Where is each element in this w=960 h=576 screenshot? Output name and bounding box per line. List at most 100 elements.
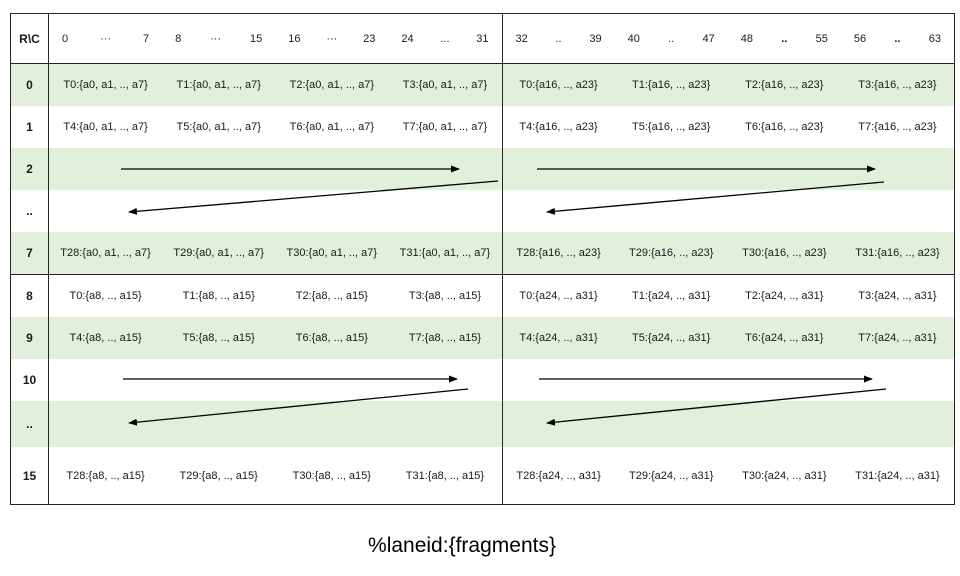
column-group-header: 56.. 63: [841, 14, 954, 63]
row-label: 0: [11, 64, 49, 106]
arrow-row-cell: [615, 190, 728, 232]
column-end-label: 15: [250, 32, 263, 45]
table-row: 15 T28:{a8, .., a15} T29:{a8, .., a15} T30:…: [11, 447, 954, 504]
fragment-cell: T4:{a24, .., a31}: [501, 317, 615, 359]
arrow-row-cell: [162, 401, 275, 447]
column-sep-label: ..: [894, 32, 901, 45]
fragment-cell: T31:{a8, .., a15}: [405, 469, 485, 482]
row-label: 10: [11, 359, 49, 401]
arrow-row-cell: [841, 190, 954, 232]
fragment-cell: T28:{a0, a1, .., a7}: [60, 247, 151, 259]
fragment-cell: T6:{a8, .., a15}: [295, 332, 368, 344]
corner-label: R\C: [11, 14, 49, 63]
column-group-header: 32.. 39: [501, 14, 615, 63]
arrow-row-cell: [388, 359, 501, 401]
fragment-cell: T7:{a8, .., a15}: [408, 332, 482, 344]
fragment-cell: T4:{a16, .., a23}: [501, 106, 615, 148]
arrow-row-cell: [615, 359, 728, 401]
column-start-label: 32: [515, 32, 528, 45]
column-start-label: 24: [401, 32, 414, 45]
arrow-row-cell: [162, 148, 275, 190]
row-label: 1: [11, 106, 49, 148]
fragment-cell: T1:{a8, .., a15}: [182, 290, 255, 302]
fragment-cell: T0:{a0, a1, .., a7}: [63, 79, 148, 91]
arrow-row-cell: [49, 359, 162, 401]
fragment-cell: T5:{a24, .., a31}: [632, 332, 711, 344]
fragment-cell: T4:{a0, a1, .., a7}: [63, 121, 148, 133]
column-group-header: 40.. 47: [615, 14, 728, 63]
fragment-cell: T28:{a16, .., a23}: [501, 232, 615, 274]
fragment-cell: T29:{a16, .., a23}: [628, 247, 714, 259]
fragment-cell: T1:{a16, .., a23}: [632, 79, 711, 91]
fragment-cell: T6:{a0, a1, .., a7}: [289, 121, 375, 133]
figure-caption: %laneid:{fragments}: [368, 534, 556, 557]
row-label: 8: [11, 275, 49, 317]
table-row: 2: [11, 148, 954, 190]
arrow-row-cell: [841, 148, 954, 190]
table-row: 8 T0:{a8, .., a15} T1:{a8, .., a15} T2:{a8,…: [11, 274, 954, 317]
column-start-label: 40: [627, 32, 640, 45]
arrow-row-cell: [501, 401, 615, 447]
column-end-label: 47: [702, 32, 715, 45]
fragment-cell: T30:{a0, a1, .., a7}: [286, 247, 378, 259]
arrow-row-cell: [728, 401, 841, 447]
arrow-row-cell: [275, 148, 388, 190]
column-group-header: 48.. 55: [728, 14, 841, 63]
column-end-label: 55: [815, 32, 828, 45]
column-start-label: 56: [853, 32, 867, 45]
arrow-row-cell: [49, 148, 162, 190]
table-row: 1 T4:{a0, a1, .., a7} T5:{a0, a1, .., a7} T…: [11, 106, 954, 148]
row-label: 7: [11, 232, 49, 274]
table-row: 9 T4:{a8, .., a15} T5:{a8, .., a15} T6:{a8,…: [11, 317, 954, 359]
table-row: 10: [11, 359, 954, 401]
fragment-cell: T30:{a8, .., a15}: [292, 469, 371, 482]
arrow-row-cell: [275, 401, 388, 447]
fragment-cell: T1:{a24, .., a31}: [632, 290, 711, 302]
table-grid: R\C 0 ··· 7 8 ··· 15 16 ··· 23 24... 31 32.. 39 40.. 47…: [11, 14, 954, 504]
column-sep-label: ...: [440, 32, 450, 45]
fragment-cell: T2:{a0, a1, .., a7}: [289, 79, 375, 91]
fragment-layout-table: R\C 0 ··· 7 8 ··· 15 16 ··· 23 24... 31 32.. 39 40.. 47…: [10, 13, 955, 505]
column-group-header: 24... 31: [388, 14, 501, 63]
arrow-row-cell: [388, 148, 501, 190]
fragment-cell: T5:{a8, .., a15}: [182, 332, 255, 344]
fragment-cell: T7:{a16, .., a23}: [858, 121, 937, 133]
arrow-row-cell: [841, 401, 954, 447]
arrow-row-cell: [615, 148, 728, 190]
column-sep-label: ..: [781, 32, 788, 45]
fragment-cell: T0:{a8, .., a15}: [69, 290, 142, 302]
fragment-cell: T31:{a24, .., a31}: [855, 469, 940, 482]
table-row: ..: [11, 190, 954, 232]
fragment-cell: T5:{a0, a1, .., a7}: [176, 121, 261, 133]
header-row: R\C 0 ··· 7 8 ··· 15 16 ··· 23 24... 31 32.. 39 40.. 47…: [11, 14, 954, 64]
fragment-cell: T30:{a16, .., a23}: [742, 247, 827, 259]
column-start-label: 0: [62, 32, 69, 45]
arrow-row-cell: [275, 190, 388, 232]
column-group-header: 8 ··· 15: [162, 14, 275, 63]
fragment-cell: T31:{a0, a1, .., a7}: [399, 247, 491, 259]
row-label: ..: [11, 190, 49, 232]
column-start-label: 8: [175, 32, 182, 45]
fragment-cell: T28:{a8, .., a15}: [66, 469, 145, 482]
arrow-row-cell: [388, 401, 501, 447]
arrow-row-cell: [388, 190, 501, 232]
fragment-cell: T1:{a0, a1, .., a7}: [176, 79, 261, 91]
fragment-cell: T3:{a8, .., a15}: [408, 290, 482, 302]
column-sep-label: ···: [100, 32, 112, 45]
table-row: ..: [11, 401, 954, 447]
fragment-cell: T5:{a16, .., a23}: [632, 121, 711, 133]
fragment-cell: T29:{a24, .., a31}: [628, 469, 714, 482]
column-sep-label: ..: [555, 32, 562, 45]
row-label: 2: [11, 148, 49, 190]
fragment-cell: T0:{a16, .., a23}: [501, 64, 615, 106]
arrow-row-cell: [501, 148, 615, 190]
column-sep-label: ..: [668, 32, 675, 45]
column-group-header: 0 ··· 7: [49, 14, 162, 63]
row-label: 15: [11, 447, 49, 504]
fragment-cell: T2:{a24, .., a31}: [745, 290, 824, 302]
row-label: 9: [11, 317, 49, 359]
arrow-row-cell: [501, 190, 615, 232]
fragment-cell: T4:{a8, .., a15}: [69, 332, 142, 344]
table-row: 7 T28:{a0, a1, .., a7} T29:{a0, a1, .., a7…: [11, 232, 954, 274]
arrow-row-cell: [275, 359, 388, 401]
